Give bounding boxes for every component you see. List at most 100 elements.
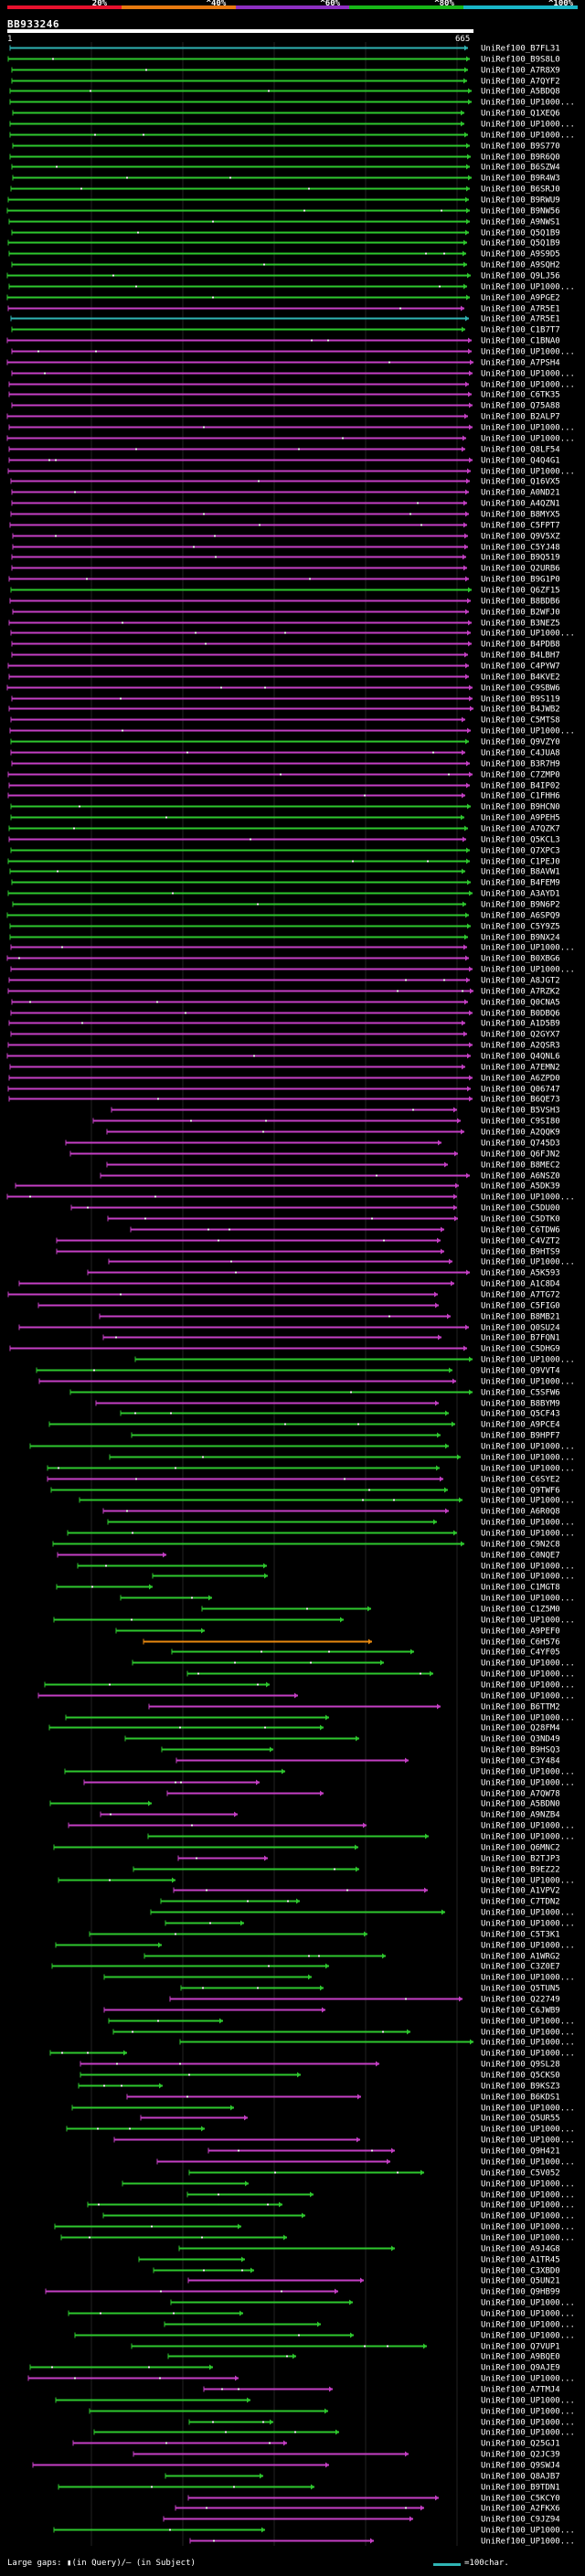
hit-label: UniRef100_Q75A88 — [481, 402, 560, 411]
gap-marker — [308, 187, 310, 190]
hit-end-arrow — [320, 1724, 324, 1731]
gap-marker — [202, 1456, 204, 1458]
gap-marker — [284, 1423, 286, 1426]
hit-row: UniRef100_UP1000... — [9, 132, 575, 141]
hit-label: UniRef100_UP1000... — [481, 1692, 575, 1701]
hit-row: UniRef100_C4VZT2 — [56, 1237, 560, 1246]
gap-marker — [165, 2442, 167, 2444]
gap-marker — [432, 751, 434, 754]
hit-end-arrow — [438, 1140, 441, 1146]
gap-marker — [264, 686, 266, 689]
hit-row: UniRef100_B8MYX5 — [10, 511, 560, 520]
hit-label: UniRef100_C5DTK0 — [481, 1215, 560, 1224]
hit-row: UniRef100_Q25GJ1 — [72, 2440, 560, 2449]
hit-end-arrow — [462, 868, 465, 875]
hit-end-arrow — [201, 2125, 205, 2132]
hit-end-arrow — [324, 2408, 328, 2414]
hit-row: UniRef100_A6SPQ9 — [6, 912, 560, 921]
hit-end-arrow — [279, 2201, 282, 2208]
hit-end-arrow — [294, 1692, 298, 1699]
hit-row: UniRef100_UP1000... — [132, 1659, 575, 1669]
hit-label: UniRef100_C0NQE7 — [481, 1552, 560, 1561]
hit-label: UniRef100_UP1000... — [481, 1258, 575, 1267]
gap-marker — [420, 524, 422, 526]
hit-row: UniRef100_A7QZK7 — [8, 825, 560, 834]
hit-label: UniRef100_A4QZN1 — [481, 500, 560, 509]
hit-row: UniRef100_UP1000... — [68, 2310, 575, 2319]
hit-label: UniRef100_A7R5E1 — [481, 305, 560, 314]
hit-row: UniRef100_Q6ZF15 — [10, 587, 560, 596]
hit-row: UniRef100_A7TMJ4 — [203, 2386, 560, 2395]
hit-row: UniRef100_UP1000... — [8, 381, 575, 390]
hit-row: UniRef100_A1C8D4 — [18, 1280, 560, 1289]
hit-row: UniRef100_B2ALP7 — [6, 413, 560, 422]
gap-marker — [37, 350, 39, 353]
hit-end-arrow — [325, 2462, 329, 2468]
hit-end-arrow — [405, 1757, 409, 1764]
hit-label: UniRef100_C4JUA8 — [481, 749, 560, 758]
hit-end-arrow — [447, 1313, 451, 1320]
hit-label: UniRef100_A9PEH5 — [481, 814, 560, 823]
hit-row: UniRef100_B4JWB2 — [8, 705, 560, 715]
hit-end-arrow — [468, 620, 472, 626]
hit-end-arrow — [467, 468, 471, 474]
hit-label: UniRef100_Q3ND49 — [481, 1735, 560, 1744]
hit-end-arrow — [240, 1920, 244, 1926]
hit-row: UniRef100_UP1000... — [77, 1563, 575, 1572]
hit-label: UniRef100_Q22749 — [481, 1996, 560, 2005]
hit-label: UniRef100_Q5CKS0 — [481, 2072, 560, 2081]
hit-label: UniRef100_Q9V5XZ — [481, 533, 560, 542]
hit-label: UniRef100_C5KCY0 — [481, 2495, 560, 2504]
hit-row: UniRef100_B9NX24 — [9, 934, 560, 943]
hit-label: UniRef100_UP1000... — [481, 2375, 575, 2384]
gap-marker — [364, 794, 366, 797]
hit-end-arrow — [387, 2158, 390, 2165]
hit-label: UniRef100_A5K593 — [481, 1269, 560, 1278]
hit-end-arrow — [437, 1703, 441, 1710]
hit-label: UniRef100_UP1000... — [481, 1497, 575, 1506]
hit-row: UniRef100_A7EMN2 — [9, 1064, 560, 1073]
hit-row: UniRef100_UP1000... — [87, 2201, 575, 2210]
hit-row: UniRef100_Q9HB99 — [45, 2288, 560, 2297]
hit-end-arrow — [469, 1042, 473, 1048]
gap-marker — [268, 1965, 270, 1967]
hit-end-arrow — [335, 2288, 338, 2295]
hit-row: UniRef100_B9TDN1 — [58, 2484, 560, 2493]
query-sequence-id: BB933246 — [7, 18, 59, 30]
gap-marker — [151, 2486, 153, 2488]
hit-label: UniRef100_A7EMN2 — [481, 1064, 560, 1073]
gap-marker — [51, 2366, 53, 2369]
hit-row: UniRef100_UP1000... — [6, 1193, 575, 1203]
hit-row: UniRef100_Q4QNL6 — [6, 1053, 560, 1062]
hit-label: UniRef100_A6SPQ9 — [481, 912, 560, 921]
hit-label: UniRef100_B9S770 — [481, 143, 560, 152]
hit-label: UniRef100_C5Y9Z5 — [481, 923, 560, 932]
hit-row: UniRef100_A9PGE2 — [6, 294, 560, 303]
gap-marker — [327, 339, 329, 342]
gap-marker — [274, 2171, 276, 2174]
hit-label: UniRef100_A1WRG2 — [481, 1953, 560, 1962]
hit-row: UniRef100_C5YJ48 — [12, 544, 560, 553]
hit-label: UniRef100_UP1000... — [481, 2136, 575, 2146]
hit-end-arrow — [467, 923, 471, 929]
hit-end-arrow — [466, 977, 470, 983]
hit-end-arrow — [435, 2495, 439, 2501]
gap-marker — [81, 1022, 83, 1024]
hit-row: UniRef100_A5K593 — [87, 1269, 560, 1278]
hit-end-arrow — [465, 955, 469, 961]
gap-marker — [397, 990, 399, 992]
hit-end-arrow — [463, 261, 467, 268]
hit-end-arrow — [461, 305, 464, 312]
hit-row: UniRef100_UP1000... — [49, 2050, 575, 2059]
hit-row: UniRef100_B7FL31 — [9, 45, 560, 54]
hit-label: UniRef100_A9SQH2 — [481, 261, 560, 270]
gap-marker — [405, 1998, 407, 2000]
gap-marker — [100, 2312, 101, 2315]
hit-label: UniRef100_Q4Q4G1 — [481, 457, 560, 466]
hit-end-arrow — [464, 999, 468, 1005]
hit-row: UniRef100_A7QYF2 — [11, 78, 560, 87]
hit-end-arrow — [434, 1291, 438, 1298]
hit-end-arrow — [463, 565, 467, 571]
hit-row: UniRef100_A1WRG2 — [144, 1953, 560, 1962]
hit-end-arrow — [469, 1096, 473, 1102]
